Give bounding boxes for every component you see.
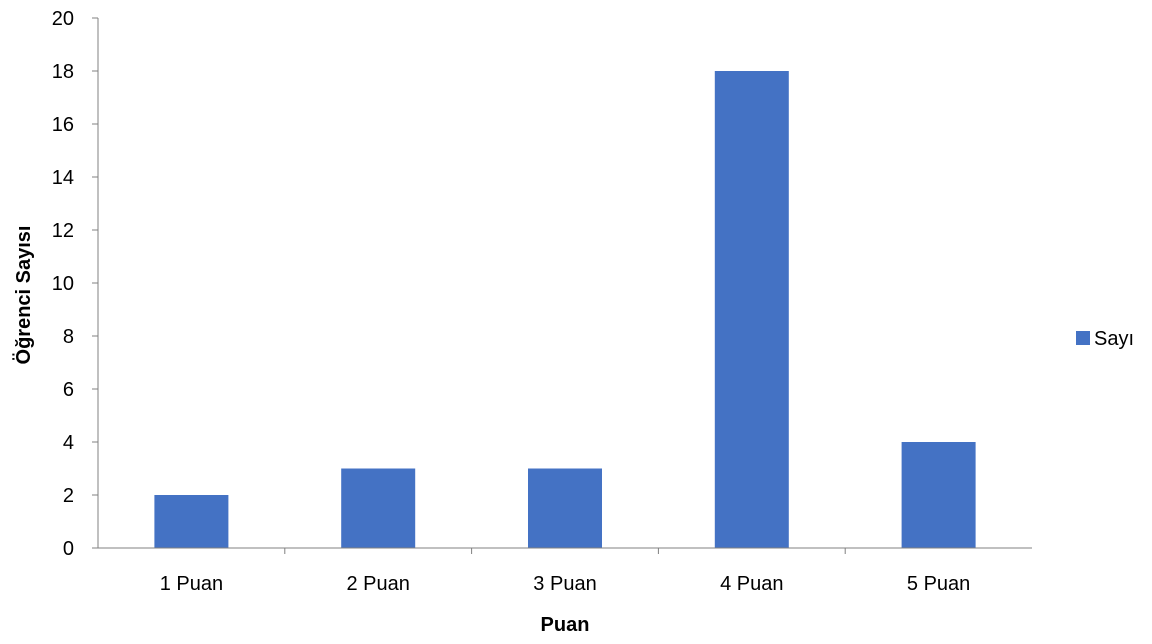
y-tick-label: 8 [63, 326, 74, 348]
y-tick-label: 0 [63, 538, 74, 560]
bar [341, 468, 416, 548]
y-tick-label: 6 [63, 379, 74, 401]
legend-label: Sayı [1094, 328, 1134, 350]
y-tick-label: 14 [52, 167, 74, 189]
x-tick-label: 5 Puan [907, 573, 970, 595]
y-tick-label: 4 [63, 432, 74, 454]
y-tick-label: 10 [52, 273, 74, 295]
x-tick-label: 4 Puan [720, 573, 783, 595]
x-tick-label: 1 Puan [160, 573, 223, 595]
bar [154, 495, 229, 548]
bars-group [154, 71, 976, 548]
legend-swatch [1076, 331, 1090, 345]
bar [528, 468, 602, 548]
y-tick-label: 18 [52, 61, 74, 83]
y-tick-label: 20 [52, 8, 74, 30]
y-tick-label: 16 [52, 114, 74, 136]
x-axis-title: Puan [541, 614, 590, 636]
x-tick-label: 3 Puan [533, 573, 596, 595]
y-axis-ticks: 0 2 4 6 8 10 12 14 16 18 20 [52, 8, 98, 560]
x-tick-label: 2 Puan [347, 573, 410, 595]
y-axis-title: Öğrenci Sayısı [12, 226, 35, 365]
x-axis-labels: 1 Puan 2 Puan 3 Puan 4 Puan 5 Puan [160, 548, 970, 595]
y-tick-label: 2 [63, 485, 74, 507]
bar [901, 442, 976, 548]
bar [714, 71, 789, 548]
y-tick-label: 12 [52, 220, 74, 242]
axes-group [97, 18, 1032, 549]
legend: Sayı [1076, 328, 1134, 350]
